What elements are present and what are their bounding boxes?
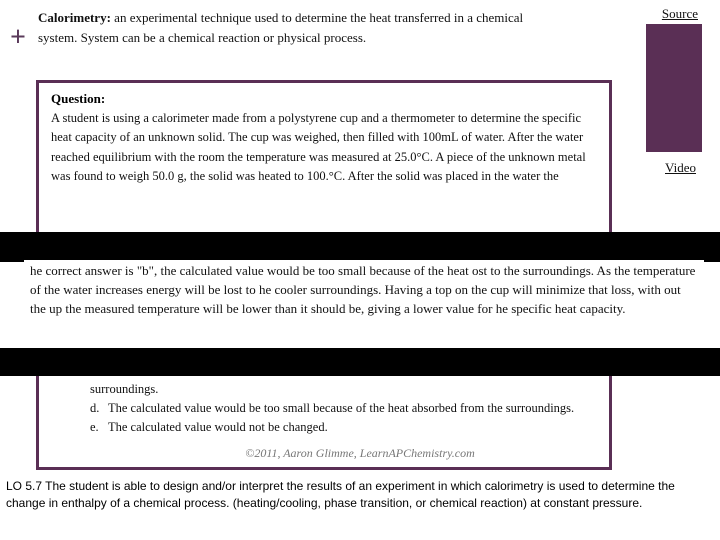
option-d-text: The calculated value would be too small … bbox=[108, 401, 574, 415]
option-e-letter: e. bbox=[90, 418, 108, 437]
option-d-letter: d. bbox=[90, 399, 108, 418]
option-c-trailing: surroundings. bbox=[90, 380, 600, 399]
redaction-bar-top bbox=[0, 232, 720, 262]
answer-explanation: he correct answer is "b", the calculated… bbox=[24, 260, 704, 350]
option-e: e.The calculated value would not be chan… bbox=[90, 418, 600, 437]
copyright-credit: ©2011, Aaron Glimme, LearnAPChemistry.co… bbox=[0, 446, 720, 461]
redaction-bar-bottom bbox=[0, 348, 720, 376]
source-link[interactable]: Source bbox=[662, 6, 698, 22]
calorimetry-term: Calorimetry: bbox=[38, 10, 111, 25]
question-body: A student is using a calorimeter made fr… bbox=[51, 109, 597, 187]
plus-icon: + bbox=[10, 24, 26, 52]
intro-text: Calorimetry: an experimental technique u… bbox=[38, 8, 548, 47]
question-heading: Question: bbox=[51, 91, 597, 107]
video-link[interactable]: Video bbox=[665, 160, 696, 176]
sidebar-accent-block bbox=[646, 24, 702, 152]
option-e-text: The calculated value would not be change… bbox=[108, 420, 328, 434]
learning-objective: LO 5.7 The student is able to design and… bbox=[6, 478, 714, 512]
option-d: surroundings. d.The calculated value wou… bbox=[90, 380, 600, 418]
intro-body: an experimental technique used to determ… bbox=[38, 10, 523, 45]
